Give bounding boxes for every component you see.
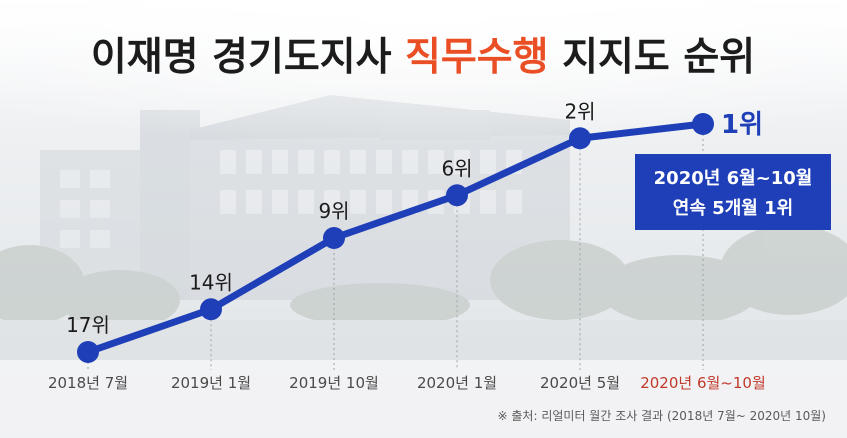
data-point — [200, 298, 222, 321]
x-tick-label: 2020년 6월~10월 — [640, 374, 766, 392]
x-tick-label: 2018년 7월 — [48, 374, 128, 392]
point-label: 6위 — [441, 156, 472, 180]
series-line-group — [84, 120, 707, 356]
data-point — [323, 227, 345, 249]
series-line — [84, 120, 707, 356]
x-tick-label: 2020년 1월 — [417, 374, 497, 392]
callout-line-1: 2020년 6월~10월 — [654, 168, 813, 189]
chart-title: 이재명 경기도지사 직무수행 지지도 순위 — [91, 35, 755, 80]
callout-line-2: 연속 5개월 1위 — [673, 198, 793, 219]
points-group — [77, 113, 714, 363]
title-part-2: 지지도 순위 — [549, 35, 756, 80]
point-label: 2위 — [564, 99, 595, 123]
point-label: 14위 — [189, 270, 233, 294]
title-part-1: 이재명 경기도지사 — [91, 35, 405, 80]
point-label: 9위 — [318, 199, 349, 223]
data-point — [569, 127, 591, 150]
x-labels-group: 2018년 7월 2019년 1월 2019년 10월 2020년 1월 2020년 5… — [48, 374, 766, 392]
data-point — [446, 184, 468, 207]
point-label: 17위 — [66, 313, 110, 337]
top-glow — [0, 0, 847, 160]
point-labels-group: 17위 14위 9위 6위 2위 1위 — [66, 99, 763, 337]
x-tick-label: 2019년 1월 — [171, 374, 251, 392]
x-tick-label: 2019년 10월 — [289, 374, 379, 392]
callout-background — [635, 154, 831, 230]
data-point — [77, 341, 99, 363]
title-highlight: 직무수행 — [405, 35, 549, 80]
callout-box: 2020년 6월~10월 연속 5개월 1위 — [635, 154, 831, 230]
data-point — [692, 113, 714, 135]
point-label: 1위 — [721, 110, 763, 140]
source-note: ※ 출처: 리얼미터 월간 조사 결과 (2018년 7월~ 2020년 10월… — [498, 409, 826, 423]
x-tick-label: 2020년 5월 — [540, 374, 620, 392]
bottom-band — [0, 360, 847, 438]
